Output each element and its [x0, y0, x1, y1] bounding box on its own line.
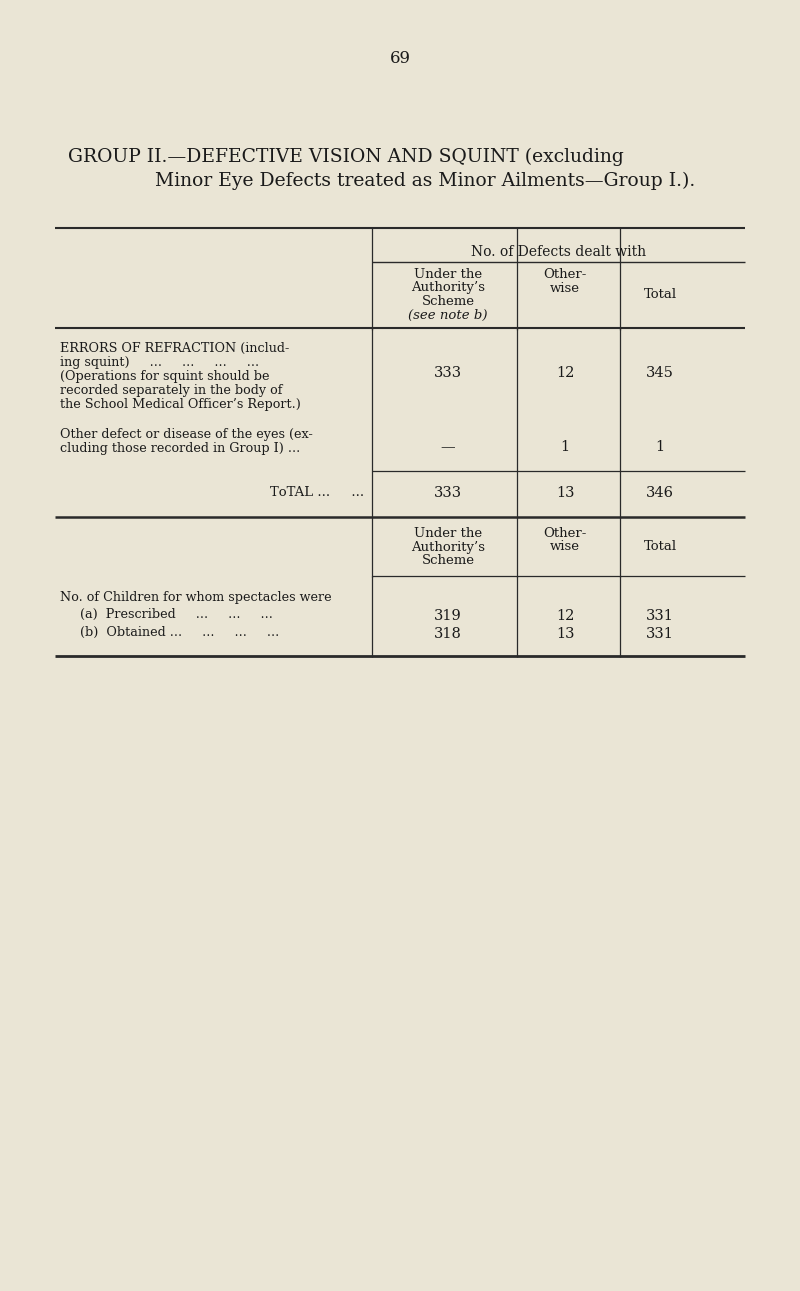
Text: 331: 331 — [646, 627, 674, 642]
Text: —: — — [441, 440, 455, 454]
Text: 333: 333 — [434, 367, 462, 380]
Text: Scheme: Scheme — [422, 554, 474, 567]
Text: Under the: Under the — [414, 527, 482, 540]
Text: 331: 331 — [646, 609, 674, 624]
Text: (a)  Prescribed     ...     ...     ...: (a) Prescribed ... ... ... — [80, 608, 273, 621]
Text: Other defect or disease of the eyes (ex-: Other defect or disease of the eyes (ex- — [60, 429, 313, 442]
Text: 1: 1 — [655, 440, 665, 454]
Text: Total: Total — [643, 288, 677, 301]
Text: 12: 12 — [556, 367, 574, 380]
Text: 318: 318 — [434, 627, 462, 642]
Text: Authority’s: Authority’s — [411, 541, 485, 554]
Text: 319: 319 — [434, 609, 462, 624]
Text: 13: 13 — [556, 627, 574, 642]
Text: No. of Defects dealt with: No. of Defects dealt with — [471, 245, 646, 259]
Text: GROUP II.—DEFECTIVE VISION AND SQUINT (excluding: GROUP II.—DEFECTIVE VISION AND SQUINT (e… — [68, 148, 624, 167]
Text: Scheme: Scheme — [422, 296, 474, 309]
Text: (Operations for squint should be: (Operations for squint should be — [60, 371, 270, 383]
Text: 1: 1 — [561, 440, 570, 454]
Text: ERRORS OF REFRACTION (includ-: ERRORS OF REFRACTION (includ- — [60, 342, 290, 355]
Text: TᴏTAL ...     ...: TᴏTAL ... ... — [270, 487, 364, 500]
Text: Other-: Other- — [543, 527, 586, 540]
Text: Total: Total — [643, 541, 677, 554]
Text: cluding those recorded in Group I) ...: cluding those recorded in Group I) ... — [60, 442, 300, 454]
Text: (b)  Obtained ...     ...     ...     ...: (b) Obtained ... ... ... ... — [80, 626, 279, 639]
Text: wise: wise — [550, 541, 580, 554]
Text: Under the: Under the — [414, 269, 482, 281]
Text: 333: 333 — [434, 485, 462, 500]
Text: No. of Children for whom spectacles were: No. of Children for whom spectacles were — [60, 591, 332, 604]
Text: 12: 12 — [556, 609, 574, 624]
Text: 13: 13 — [556, 485, 574, 500]
Text: 345: 345 — [646, 367, 674, 380]
Text: wise: wise — [550, 281, 580, 294]
Text: (see note b): (see note b) — [408, 309, 488, 321]
Text: Minor Eye Defects treated as Minor Ailments—Group I.).: Minor Eye Defects treated as Minor Ailme… — [155, 172, 695, 190]
Text: Authority’s: Authority’s — [411, 281, 485, 294]
Text: recorded separately in the body of: recorded separately in the body of — [60, 383, 282, 398]
Text: Other-: Other- — [543, 269, 586, 281]
Text: ing squint)     ...     ...     ...     ...: ing squint) ... ... ... ... — [60, 356, 259, 369]
Text: 346: 346 — [646, 485, 674, 500]
Text: the School Medical Officer’s Report.): the School Medical Officer’s Report.) — [60, 398, 301, 411]
Text: 69: 69 — [390, 50, 410, 67]
